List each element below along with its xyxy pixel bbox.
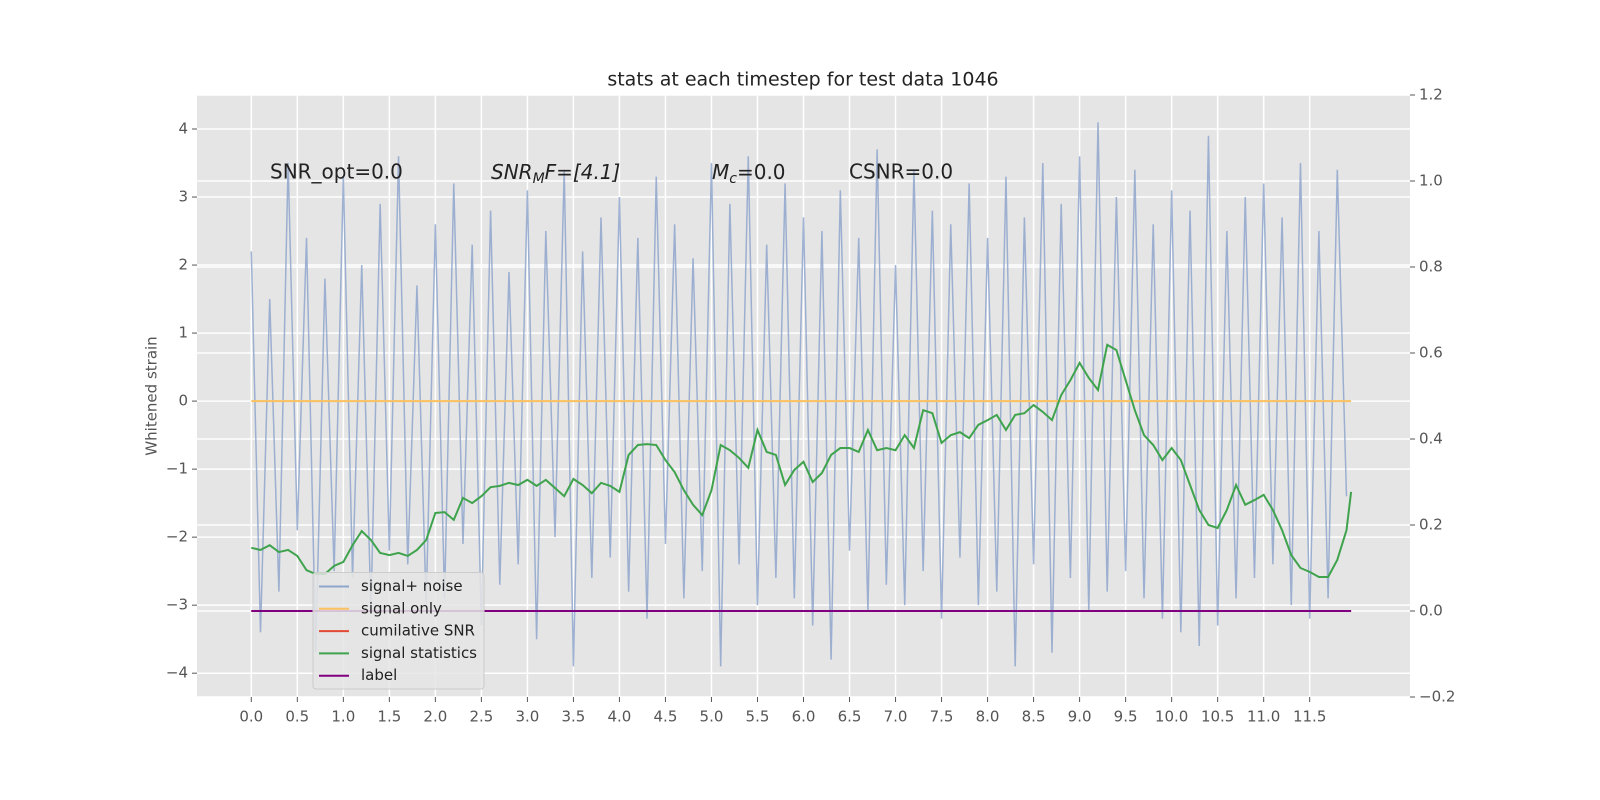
y-tick-label: 1: [178, 324, 188, 342]
x-tick-label: 6.0: [792, 708, 816, 726]
y-tick-label: −1: [166, 460, 188, 478]
annotation-sub: c: [729, 171, 737, 187]
x-tick-label: 3.0: [515, 708, 539, 726]
x-tick-label: 8.0: [976, 708, 1000, 726]
x-tick-label: 10.5: [1201, 708, 1234, 726]
annotation: SNRMF=[4.1]: [491, 160, 620, 188]
annotation-sub: M: [533, 171, 545, 187]
legend-label: signal only: [361, 599, 442, 617]
y-tick-label: 3: [178, 188, 188, 206]
x-tick-label: 5.0: [700, 708, 724, 726]
annotation-base: M: [712, 160, 729, 184]
x-tick-label: 6.5: [838, 708, 862, 726]
y-tick-label: −4: [166, 664, 188, 682]
y2-tick-label: −0.2: [1419, 688, 1455, 706]
x-tick-label: 3.5: [561, 708, 585, 726]
x-tick-label: 0.0: [239, 708, 263, 726]
x-tick-label: 10.0: [1155, 708, 1188, 726]
legend-label: signal+ noise: [361, 577, 463, 595]
chart-title: stats at each timestep for test data 104…: [607, 69, 998, 91]
annotation-rest: =0.0: [737, 160, 786, 184]
x-tick-label: 11.5: [1293, 708, 1326, 726]
x-tick-label: 2.5: [469, 708, 493, 726]
series-line: [250, 122, 1348, 667]
y2-tick-label: 0.0: [1419, 602, 1443, 620]
y-axis-label: Whitened strain: [143, 336, 161, 455]
annotation-base: SNR: [491, 160, 533, 184]
y2-tick-label: 0.8: [1419, 258, 1443, 276]
x-tick-label: 8.5: [1022, 708, 1046, 726]
y2-tick-label: 1.2: [1419, 86, 1443, 104]
x-tick-label: 9.0: [1068, 708, 1092, 726]
axes: 0.0 0.5 1.0 1.5 2.0 2.5 3.0 3.5 4.0 4.5 5.0 5.5 6.0 6…: [166, 86, 1456, 726]
x-tick-label: 2.0: [423, 708, 447, 726]
x-tick-label: 9.5: [1114, 708, 1138, 726]
y2-tick-label: 0.4: [1419, 430, 1443, 448]
x-tick-label: 11.0: [1247, 708, 1280, 726]
x-tick-label: 4.0: [608, 708, 632, 726]
y-tick-label: −3: [166, 596, 188, 614]
x-tick-label: 1.0: [331, 708, 355, 726]
x-tick-label: 0.5: [285, 708, 309, 726]
legend: signal+ noise signal only cumilative SNR si…: [312, 572, 485, 690]
x-tick-label: 7.5: [930, 708, 954, 726]
annotation: CSNR=0.0: [849, 160, 953, 184]
x-tick-label: 1.5: [377, 708, 401, 726]
y-tick-label: −2: [166, 528, 188, 546]
series-line: [251, 343, 1353, 579]
y2-tick-label: 0.6: [1419, 344, 1443, 362]
legend-label: cumilative SNR: [361, 622, 475, 640]
legend-label: signal statistics: [361, 644, 477, 662]
y-tick-label: 2: [178, 256, 188, 274]
annotation-rest: F=[4.1]: [545, 160, 621, 184]
annotation: Mc=0.0: [712, 160, 786, 188]
x-tick-label: 7.0: [884, 708, 908, 726]
legend-label: label: [361, 666, 397, 684]
x-tick-label: 5.5: [746, 708, 770, 726]
legend-box: [312, 572, 485, 690]
annotation: SNR_opt=0.0: [270, 160, 403, 184]
annotations: SNR_opt=0.0 SNRMF=[4.1] Mc=0.0 CSNR=0.0: [270, 160, 953, 188]
y2-tick-label: 1.0: [1419, 172, 1443, 190]
y-tick-label: 0: [178, 392, 188, 410]
y-tick-label: 4: [178, 120, 188, 138]
x-tick-label: 4.5: [654, 708, 678, 726]
y2-tick-label: 0.2: [1419, 516, 1443, 534]
